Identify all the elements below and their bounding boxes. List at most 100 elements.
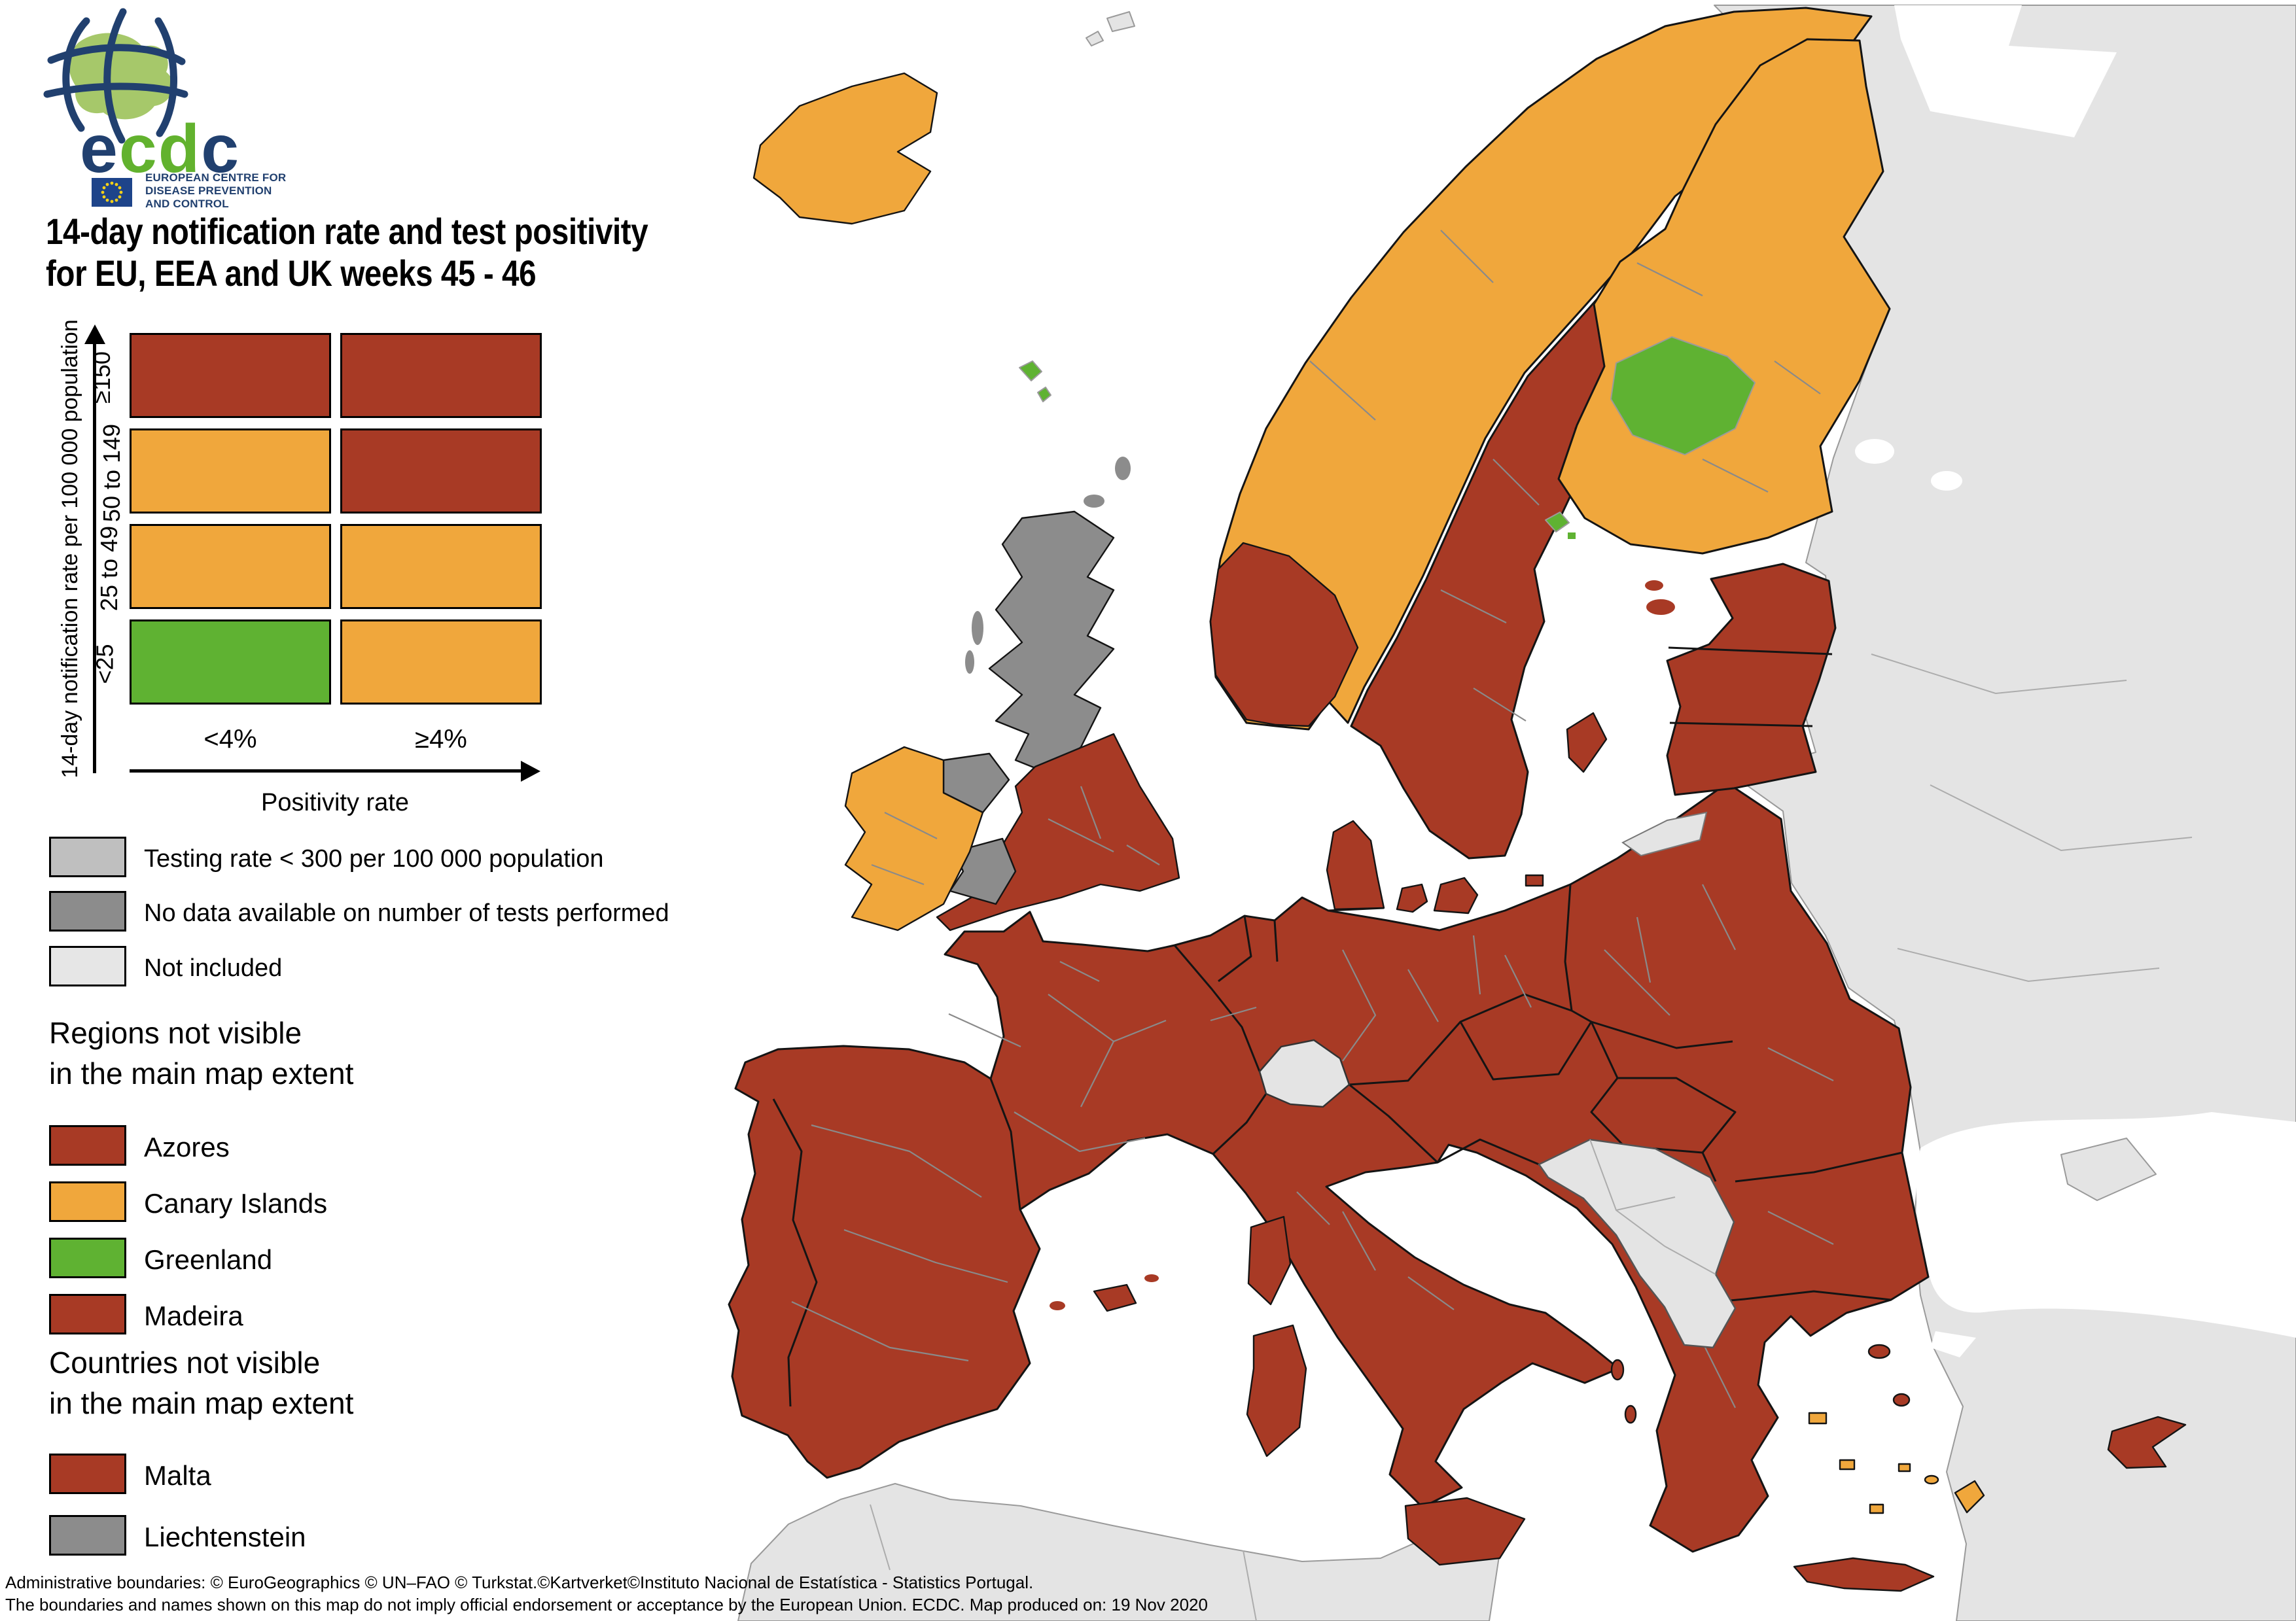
matrix-row-label-lt25: <25 xyxy=(91,644,118,684)
region-med-islands xyxy=(1050,1215,1526,1566)
region-gotland xyxy=(1566,712,1608,773)
region-orkney xyxy=(1084,495,1104,508)
regions-heading-line2: in the main map extent xyxy=(49,1056,354,1090)
footer-disclaimer-line: The boundaries and names shown on this m… xyxy=(5,1595,1208,1614)
ecdc-letter-c1: c xyxy=(118,111,158,187)
legend-label-testing-rate: Testing rate < 300 per 100 000 populatio… xyxy=(144,845,604,873)
matrix-y-axis-label: 14-day notification rate per 100 000 pop… xyxy=(58,319,82,778)
matrix-x-axis-label: Positivity rate xyxy=(261,789,409,816)
noneu-internal-border-2 xyxy=(1897,948,2160,983)
ecdc-letter-c2: c xyxy=(201,111,241,187)
baltics-country-borders xyxy=(1668,646,1833,727)
matrix-cell-r2c0 xyxy=(130,524,331,609)
legend-swatch-malta xyxy=(49,1454,126,1494)
region-finland-green xyxy=(1610,336,1756,455)
region-greek-islands xyxy=(1610,1344,1985,1592)
legend-swatch-no-data xyxy=(49,891,126,932)
org-line-3: AND CONTROL xyxy=(145,198,229,210)
noneu-internal-border-3 xyxy=(1871,654,2127,695)
legend-swatch-liechtenstein xyxy=(49,1515,126,1556)
ecdc-org-name: EUROPEAN CENTRE FOR DISEASE PREVENTION A… xyxy=(145,171,286,211)
countries-heading-line2: in the main map extent xyxy=(49,1386,354,1420)
ecdc-letter-d: d xyxy=(158,111,202,187)
legend-swatch-azores xyxy=(49,1125,126,1166)
matrix-y-axis-arrow-head xyxy=(84,324,105,344)
matrix-cell-r0c1 xyxy=(340,333,542,418)
region-hebrides-2 xyxy=(965,650,974,674)
region-kaliningrad xyxy=(1621,811,1708,857)
legend-label-canary-islands: Canary Islands xyxy=(144,1188,328,1219)
legend-swatch-greenland xyxy=(49,1238,126,1278)
matrix-y-axis-arrow-line xyxy=(93,341,96,773)
region-hiiumaa xyxy=(1645,580,1663,591)
map-title-line1: 14-day notification rate and test positi… xyxy=(46,211,648,252)
countries-heading-line1: Countries not visible xyxy=(49,1346,321,1380)
map-title: 14-day notification rate and test positi… xyxy=(46,211,648,294)
nuts-borders xyxy=(791,884,1834,1408)
region-saaremaa xyxy=(1646,599,1675,615)
regions-heading-line1: Regions not visible xyxy=(49,1016,302,1050)
matrix-row-label-50: 50 to 149 xyxy=(98,423,126,523)
org-line-1: EUROPEAN CENTRE FOR xyxy=(145,171,287,184)
norway-nuts xyxy=(1309,230,1494,421)
region-continental-eu xyxy=(728,782,1930,1553)
legend-label-liechtenstein: Liechtenstein xyxy=(144,1522,306,1552)
white-sea-inlet xyxy=(1894,5,2117,137)
sea-of-marmara xyxy=(1930,1331,1976,1357)
arctic-islets xyxy=(1086,11,1135,46)
black-sea xyxy=(1916,1112,2296,1338)
legend-swatch-canary-islands xyxy=(49,1181,126,1222)
lake-ladoga xyxy=(1855,439,1894,464)
region-norway-southwest xyxy=(1209,542,1359,727)
finland-nuts xyxy=(1636,262,1821,493)
lake-onega xyxy=(1931,471,1962,491)
ecdc-wordmark: ecdc xyxy=(80,115,240,183)
ecdc-globe-logo xyxy=(43,8,188,144)
matrix-cell-r3c0 xyxy=(130,619,331,705)
region-crimea xyxy=(2060,1138,2157,1201)
africa-internal-border xyxy=(870,1504,1257,1621)
ireland-nuts xyxy=(871,812,938,886)
legend-label-madeira: Madeira xyxy=(144,1300,243,1331)
region-shetland xyxy=(1115,457,1131,480)
map-title-line2: for EU, EEA and UK weeks 45 - 46 xyxy=(46,253,537,294)
legend-swatch-not-included xyxy=(49,946,126,986)
matrix-cell-r3c1 xyxy=(340,619,542,705)
region-hebrides xyxy=(972,611,983,645)
ecdc-letter-e: e xyxy=(80,111,119,187)
matrix-cell-r2c1 xyxy=(340,524,542,609)
matrix-row-label-150: ≥150 xyxy=(88,351,115,404)
region-aland xyxy=(1545,512,1570,532)
matrix-col-label-ge4: ≥4% xyxy=(415,725,467,754)
matrix-cell-r1c0 xyxy=(130,428,331,514)
matrix-row-label-25: 25 to 49 xyxy=(96,525,123,612)
region-switzerland xyxy=(1258,1039,1351,1108)
region-baltics xyxy=(1666,563,1837,796)
region-cyprus xyxy=(2107,1416,2187,1469)
region-aland-islet xyxy=(1568,532,1576,539)
globe-land xyxy=(69,33,173,120)
legend-swatch-testing-rate xyxy=(49,837,126,877)
legend-label-not-included: Not included xyxy=(144,954,283,982)
legend-swatch-madeira xyxy=(49,1294,126,1334)
matrix-cell-r1c1 xyxy=(340,428,542,514)
balkans-internal-borders xyxy=(1589,1139,1716,1275)
noneu-internal-border-1 xyxy=(1930,784,2193,852)
eu-flag xyxy=(92,178,132,207)
region-western-balkans xyxy=(1538,1138,1737,1349)
matrix-x-axis-arrow-line xyxy=(130,769,522,773)
region-faroe-islands xyxy=(1019,360,1051,402)
org-line-2: DISEASE PREVENTION xyxy=(145,184,272,197)
region-iceland xyxy=(752,72,938,225)
sweden-nuts xyxy=(1440,459,1540,722)
matrix-x-axis-arrow-head xyxy=(521,761,540,782)
matrix-cell-r0c0 xyxy=(130,333,331,418)
legend-label-no-data: No data available on number of tests per… xyxy=(144,899,669,927)
england-nuts xyxy=(1048,786,1160,865)
legend-label-malta: Malta xyxy=(144,1460,211,1491)
footer-attribution-line: Administrative boundaries: © EuroGeograp… xyxy=(5,1573,1034,1592)
legend-label-greenland: Greenland xyxy=(144,1244,273,1275)
region-denmark xyxy=(1326,820,1544,915)
